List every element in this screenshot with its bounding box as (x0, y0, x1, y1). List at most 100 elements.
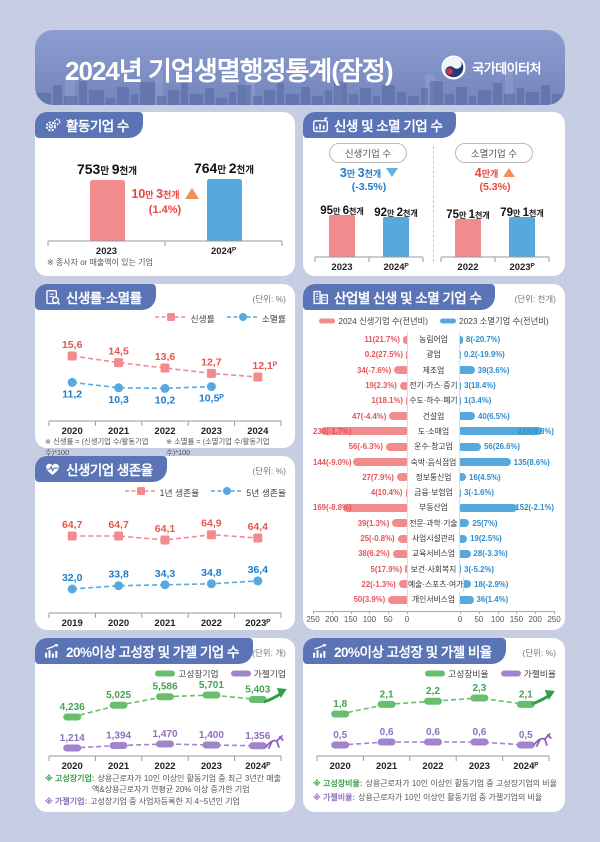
heart-pulse-icon (44, 461, 61, 477)
bar-value-label: 764만 2천개 (193, 160, 255, 176)
birth-side: 47(-4.4%) (313, 412, 407, 421)
data-point (63, 713, 82, 721)
industry-row: 56(-6.3%) 운수·창고업 56(26.6%) (313, 439, 554, 455)
panel-header: 산업별 신생 및 소멸 기업 수 (303, 284, 496, 310)
legend-item-deaths: 2023 소멸기업 수(전년비) (440, 315, 549, 327)
growth-count-chart: 4,236 5,025 5,586 5,701 5,403 1,214 1,394 1,470… (35, 638, 295, 812)
building-silhouette (349, 94, 358, 105)
birth-bar (394, 366, 407, 375)
axis-tick (388, 611, 390, 614)
panel-header: 활동기업 수 (35, 112, 143, 138)
building-silhouette (334, 81, 347, 105)
data-label: 5,025 (106, 690, 131, 701)
industry-name: 정보통신업 (407, 469, 460, 485)
birth-value-label: 4(10.4%) (370, 488, 403, 498)
legend-item-gazelle-rate: 가젤비율 (500, 667, 556, 680)
birth-bar (406, 396, 407, 405)
data-label: 10,2 (155, 394, 176, 406)
rates-chart: 15,6 14,5 13,6 12,7 12,1ᴾ 11,2 10,3 10,2 10,5ᴾ 20… (35, 284, 295, 448)
birth-side: 169(-8.8%) (313, 503, 407, 512)
building-silhouette (140, 82, 155, 105)
legend-item-5yr: 5년 생존율 (211, 486, 286, 499)
death-side: 3(18.4%) (460, 381, 554, 390)
legend: 고성장비율 가젤비율 (425, 667, 556, 680)
legend-label: 고성장비율 (448, 669, 489, 679)
gazelle-swatch-icon (500, 670, 521, 677)
building-silhouette (552, 94, 565, 105)
industry-name: 농림어업 (407, 332, 460, 348)
death-side: 152(-2.1%) (460, 503, 554, 512)
data-label: 34,8 (201, 567, 222, 579)
growth-rate-plot: 1,8 2,1 2,2 2,3 2,1 0,5 0,6 0,6 0,6 0,5 (331, 683, 555, 749)
birth-side: 11(21.7%) (313, 335, 407, 344)
axis-number: 0 (457, 615, 463, 624)
industry-row: 22(-1.3%) 예술·스포츠·여가 18(-2.9%) (313, 576, 554, 593)
legend-item-birth-rate: 신생률 (155, 312, 215, 325)
axis-year-label: 2021 (376, 761, 398, 772)
bar-2023 (90, 180, 125, 241)
industry-row: 1(18.1%) 수도·하수·폐기 1(3.4%) (313, 393, 554, 409)
birth-side: 4(10.4%) (313, 488, 407, 497)
building-silhouette (456, 87, 467, 105)
axis-year-label: 2020 (329, 761, 351, 772)
footnote-text: 상용근로자가 10인 이상인 활동기업 중 최근 3년간 매출액&상용근로자가 … (92, 774, 281, 794)
legend-label: 고성장기업 (178, 669, 219, 679)
panel-growth-count: 20%이상 고성장 및 가젤 기업 수 (단위: 개) 고성장기업 가젤기업 4… (35, 638, 295, 812)
death-value-label: 3(-1.6%) (464, 488, 495, 498)
birth-side: 34(-7.6%) (313, 366, 407, 375)
death-rate-swatch-icon (226, 313, 259, 321)
legend-item-1yr: 1년 생존율 (124, 486, 199, 499)
active-companies-chart: 753만 9천개 764만 2천개 2023 2024ᴾ 10만 3천개 (1.4%) (35, 112, 295, 276)
rising-arrow-icon (263, 688, 287, 704)
data-point (67, 584, 77, 594)
data-point (114, 383, 124, 393)
death-bar (460, 534, 468, 543)
data-label: 33,8 (108, 569, 129, 581)
data-label: 15,6 (62, 339, 83, 351)
building-silhouette (205, 88, 214, 105)
data-point (377, 738, 396, 746)
footnote-lead: ※ 가젤기업: (45, 797, 88, 806)
birth-bar (405, 565, 407, 574)
unit-label: (단위: %) (252, 294, 286, 304)
building-silhouette (53, 85, 62, 105)
industry-name: 개인서비스업 (407, 592, 460, 608)
birth-bar (396, 473, 407, 482)
one-year-swatch-icon (124, 487, 157, 495)
axis-number: 250 (547, 615, 561, 624)
death-bar (464, 580, 472, 589)
data-point (516, 700, 535, 708)
building-silhouette (286, 94, 299, 105)
death-value-label: 16(4.5%) (469, 472, 501, 482)
building-silhouette (505, 71, 513, 105)
data-label: 1,400 (199, 730, 224, 741)
axis-year-label: 2023 (331, 262, 353, 273)
data-point (67, 351, 77, 361)
arrow-tail (531, 693, 551, 706)
legend-item-births: 2024 신생기업 수(전년비) (319, 315, 428, 327)
bar-2024ᴾ (207, 179, 242, 241)
axis-year-label: 2022 (154, 761, 176, 772)
birth-side: 50(3.9%) (313, 595, 407, 604)
building-silhouette (277, 83, 284, 105)
panel-growth-rate: 20%이상 고성장 및 가젤 비율 (단위: %) 고성장비율 가젤비율 1,8… (303, 638, 565, 812)
series-line (72, 381, 212, 390)
footnote-lead: ※ 고성장기업: (45, 774, 95, 783)
axis-year-label: 2022 (457, 262, 479, 273)
axis-tick (497, 611, 499, 614)
axis-year-label: 2024ᴾ (245, 761, 271, 772)
axis-number: 50 (383, 615, 393, 624)
industry-row: 47(-4.4%) 건설업 40(6.5%) (313, 408, 554, 424)
data-point (206, 368, 216, 378)
axis-year-label: 2024 (247, 426, 269, 437)
rising-arrow-icon (531, 690, 555, 706)
birth-value-label: 144(-9.0%) (313, 457, 352, 467)
legend-label: 가젤비율 (523, 669, 556, 679)
data-label: 2,2 (426, 686, 440, 697)
birth-side: 22(-1.3%) (313, 580, 407, 589)
building-silhouette (89, 90, 104, 105)
data-point (206, 382, 216, 392)
data-point (253, 372, 263, 382)
data-label: 1,214 (60, 733, 85, 744)
axis-year-label: 2023ᴾ (245, 618, 271, 629)
